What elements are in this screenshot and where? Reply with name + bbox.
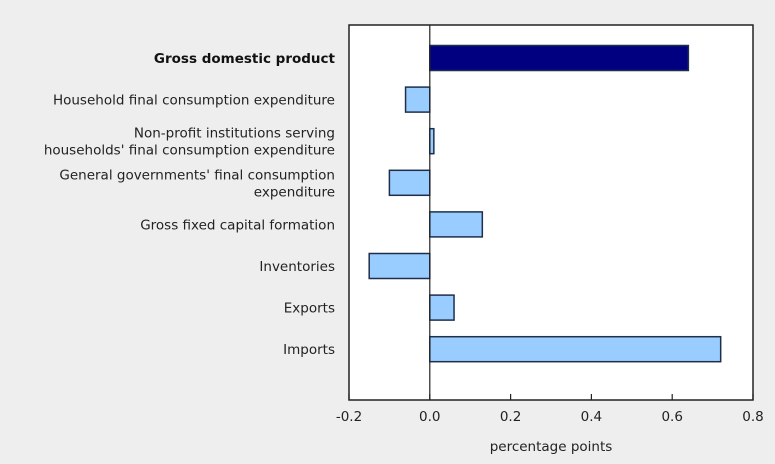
category-label: households' final consumption expenditur… — [44, 143, 335, 159]
bar — [368, 252, 431, 280]
x-axis-title: percentage points — [490, 439, 613, 455]
x-axis-tick-labels: -0.2 0.0 0.2 0.4 0.6 0.8 — [336, 409, 764, 425]
category-label: Imports — [283, 342, 335, 358]
x-tick-label: -0.2 — [336, 409, 362, 425]
category-label: Gross domestic product — [154, 51, 336, 67]
bar — [429, 44, 690, 72]
category-label: Household final consumption expenditure — [53, 93, 335, 109]
category-label: Inventories — [259, 259, 335, 275]
x-tick-label: 0.2 — [500, 409, 521, 425]
x-tick-label: 0.8 — [742, 409, 763, 425]
category-label: Non-profit institutions serving — [134, 126, 335, 142]
category-label: expenditure — [254, 184, 335, 200]
bar — [429, 335, 722, 363]
category-label: General governments' final consumption — [59, 167, 335, 183]
x-tick-label: 0.4 — [581, 409, 602, 425]
bar — [404, 86, 431, 113]
plot-frame — [348, 24, 754, 401]
bar — [429, 294, 455, 321]
category-labels: Gross domestic product Household final co… — [44, 51, 336, 358]
x-tick-label: 0.0 — [419, 409, 440, 425]
x-axis-ticks — [348, 394, 754, 400]
category-label: Exports — [284, 301, 335, 317]
bar — [429, 211, 484, 238]
bars-group — [368, 44, 722, 363]
bar — [429, 127, 435, 155]
x-tick-label: 0.6 — [661, 409, 682, 425]
category-label: Gross fixed capital formation — [140, 217, 335, 233]
bar — [388, 169, 431, 197]
